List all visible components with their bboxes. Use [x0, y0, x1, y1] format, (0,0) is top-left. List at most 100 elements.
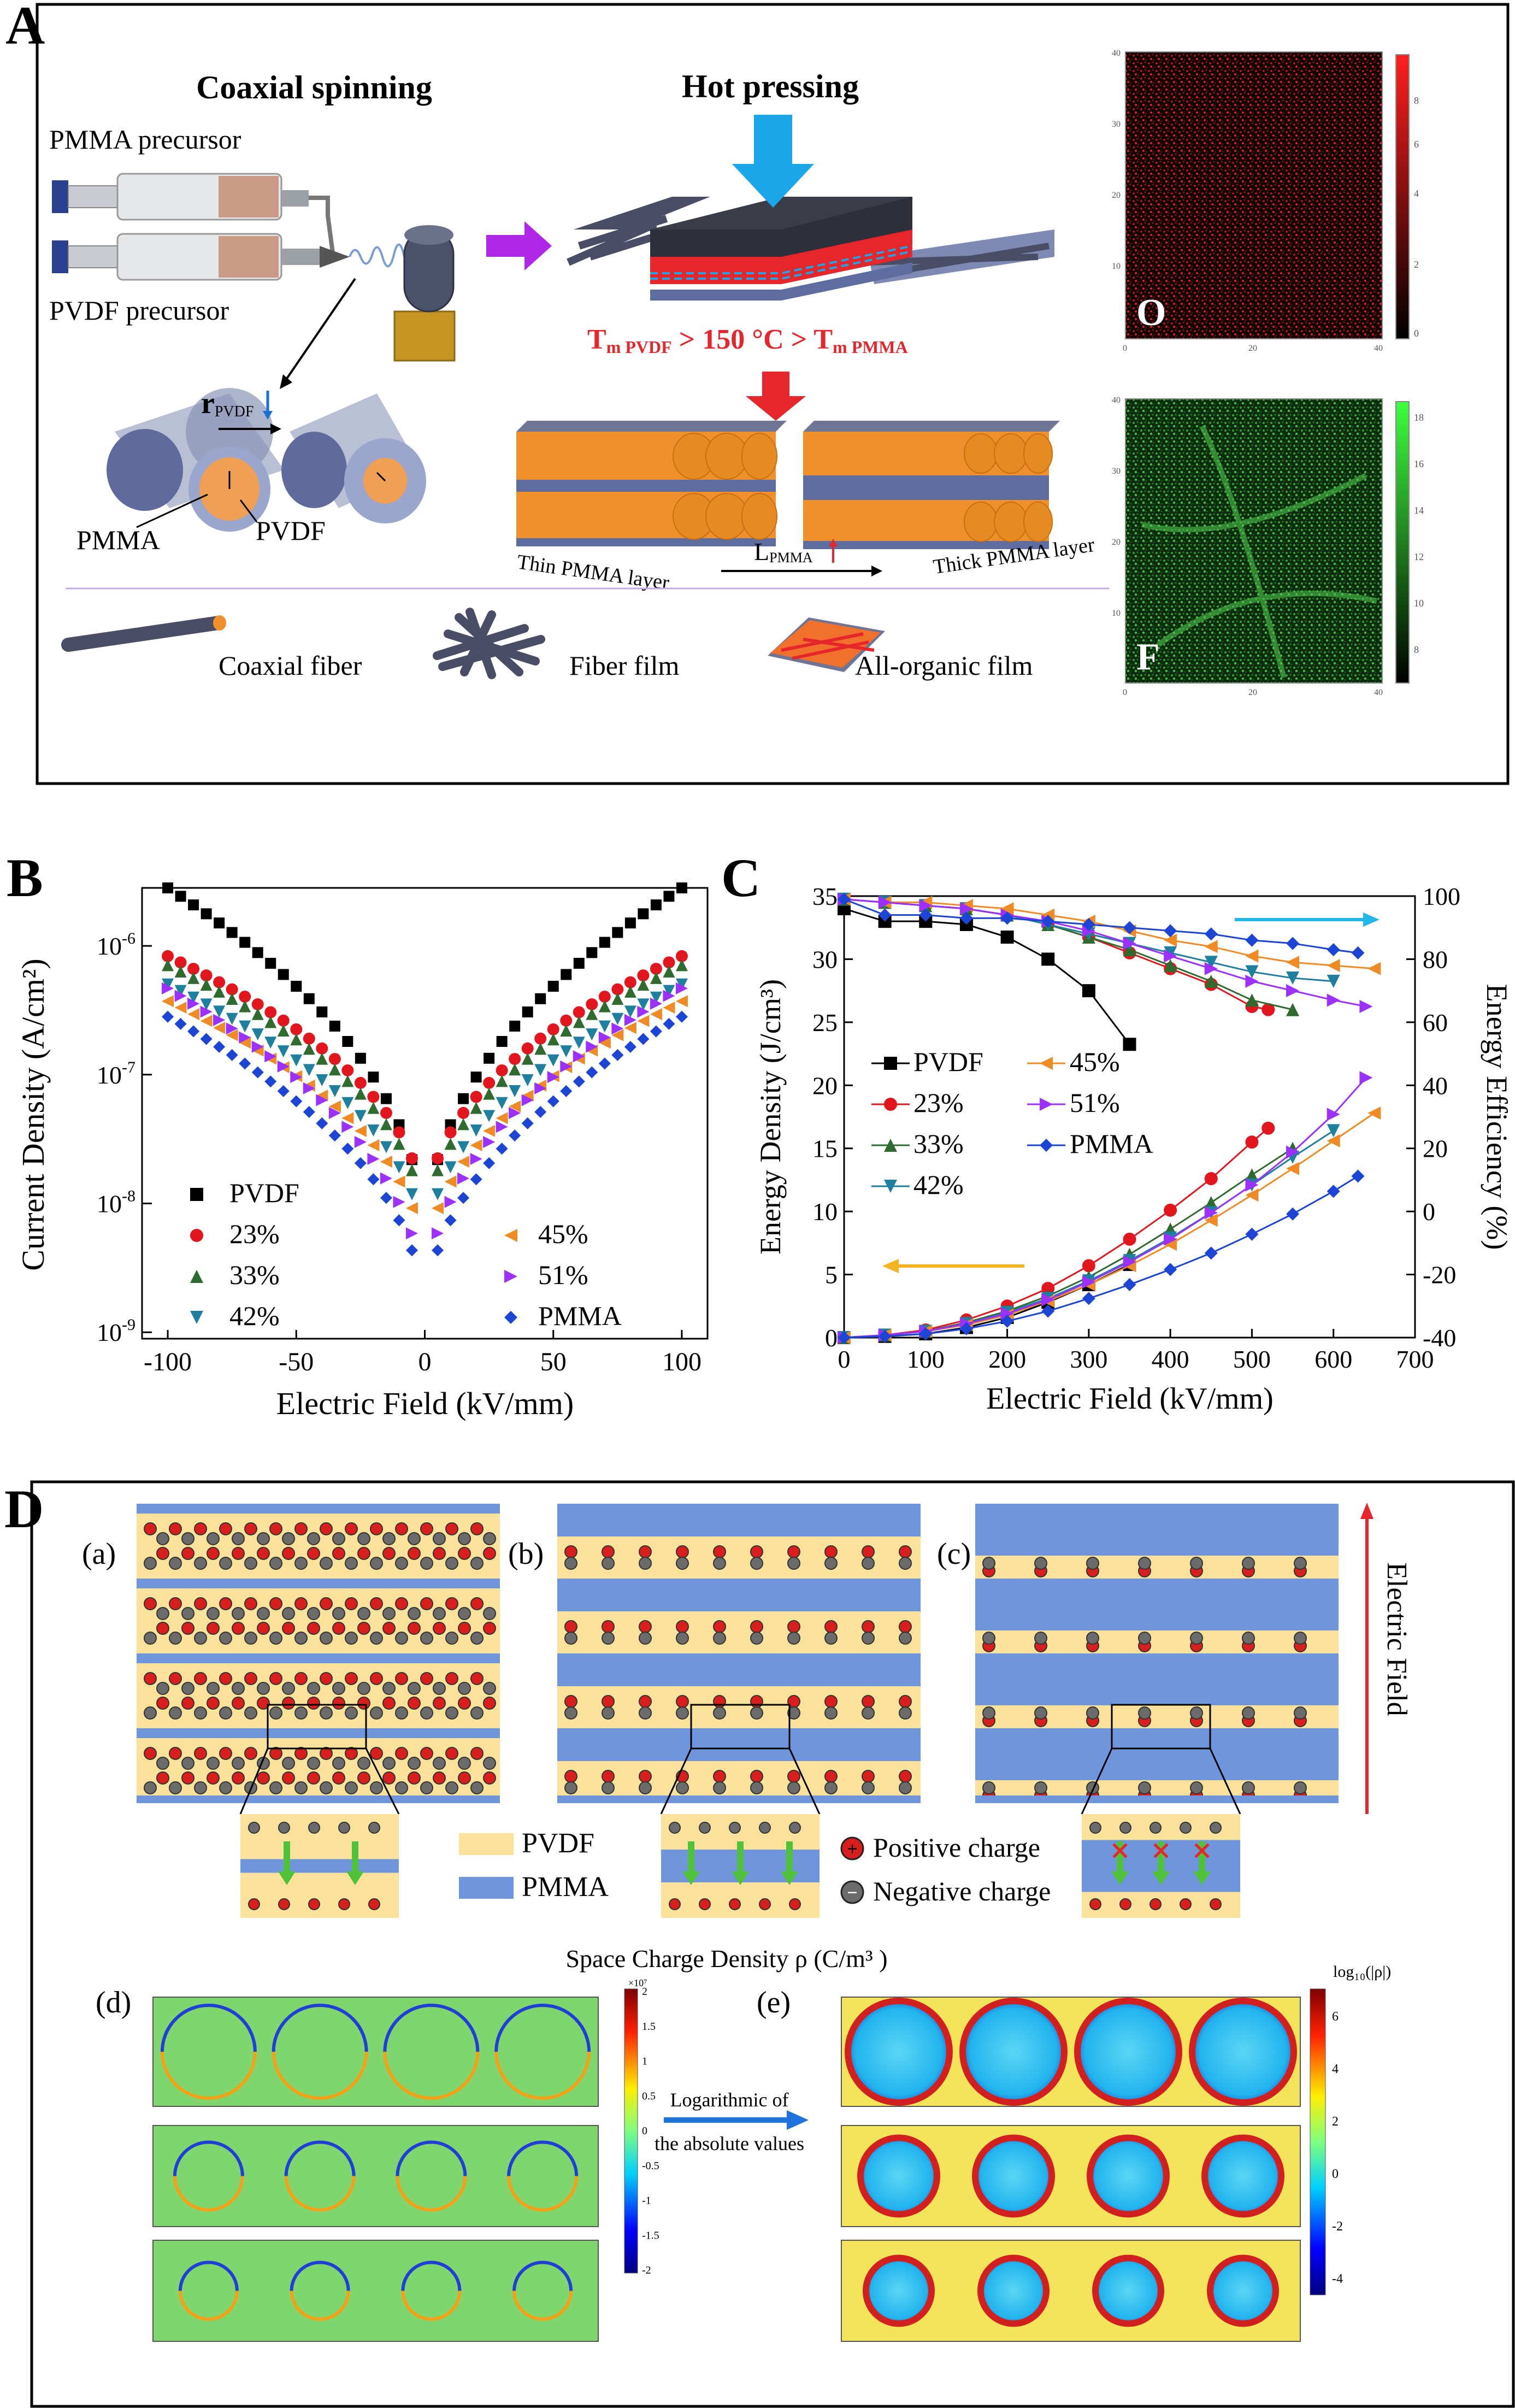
c-density-point-PMMA: [959, 1322, 973, 1335]
c-ytick-label: 0: [825, 1324, 838, 1352]
c-ytick-label: 10: [812, 1198, 838, 1226]
c-ytick-label: 25: [812, 1009, 838, 1037]
positive-charge: [357, 1547, 370, 1560]
positive-charge: [370, 1522, 383, 1535]
negative-charge: [232, 1757, 245, 1770]
c-efficiency-point-33%: [1164, 958, 1177, 972]
c-ytick-label: 35: [812, 882, 838, 910]
cbar-e-tick: -4: [1332, 2272, 1343, 2286]
panel-c-xlabel: Electric Field (kV/mm): [986, 1382, 1274, 1416]
b-point-45%: [457, 1156, 470, 1168]
map-f-x-20: 20: [1248, 688, 1257, 697]
c-efficiency-point-51%: [1359, 1000, 1373, 1013]
b-point-33%: [624, 985, 636, 998]
negative-charge: [824, 1557, 838, 1570]
b-point-PVDF: [484, 1052, 495, 1064]
b-xtick-label: 100: [662, 1347, 702, 1376]
green-arrow: [1152, 1841, 1170, 1885]
map-o-cbar-6: 6: [1414, 139, 1419, 150]
pmma-layer: [137, 1728, 500, 1738]
negative-charge: [244, 1557, 257, 1570]
zoom-line: [788, 1748, 821, 1815]
c-ytick-right-label: 60: [1423, 1009, 1448, 1037]
b-ytick-exp: -8: [122, 1187, 135, 1205]
positive-charge: [899, 1545, 912, 1558]
b-point-23%: [264, 1006, 277, 1018]
thin-layer-block: [516, 421, 787, 546]
b-point-33%: [521, 1052, 534, 1065]
map-f-cbar-16: 16: [1414, 458, 1424, 469]
pvdf-precursor-label: PVDF precursor: [49, 295, 229, 326]
panel-c-series: [838, 892, 1381, 1344]
b-legend-label: 42%: [229, 1300, 280, 1331]
map-o-x-0: 0: [1123, 344, 1127, 353]
c-efficiency-point-42%: [1204, 956, 1218, 969]
c-density-point-PMMA: [1041, 1304, 1055, 1318]
c-density-line-23%: [844, 1127, 1269, 1339]
c-legend-marker: [1040, 1098, 1053, 1111]
b-point-33%: [560, 1024, 573, 1037]
b-point-51%: [663, 990, 675, 1002]
negative-charge: [207, 1607, 220, 1620]
b-point-51%: [509, 1106, 521, 1119]
c-density-point-33%: [1204, 1196, 1218, 1209]
b-point-23%: [444, 1126, 457, 1139]
b-point-51%: [650, 997, 662, 1010]
b-point-51%: [432, 1227, 444, 1240]
c-efficiency-point-PMMA: [1327, 943, 1340, 957]
sim-d-ring-top: [284, 2140, 356, 2176]
layer-schematics: [137, 1504, 1339, 1803]
sim-d-ring-top: [178, 2260, 239, 2291]
sim-d-ring-bottom: [507, 2176, 579, 2212]
positive-charge: [420, 1522, 433, 1535]
b-point-PMMA: [200, 1033, 213, 1045]
b-point-33%: [277, 1024, 290, 1037]
b-point-33%: [611, 992, 624, 1005]
b-point-33%: [174, 965, 187, 978]
c-efficiency-point-PMMA: [1245, 933, 1259, 947]
c-density-point-23%: [1123, 1232, 1136, 1246]
positive-charge: [232, 1697, 245, 1710]
negative-charge: [181, 1532, 194, 1545]
electric-field-indicator: Electric Field: [1360, 1503, 1412, 1814]
c-ytick-right-label: 20: [1423, 1135, 1448, 1163]
b-point-PVDF: [599, 937, 610, 948]
negative-charge: [307, 1682, 320, 1695]
negative-charge: [320, 1706, 333, 1720]
c-legend-marker: [884, 1139, 897, 1152]
b-point-23%: [509, 1053, 521, 1065]
negative-charge: [194, 1706, 207, 1720]
green-arrow: [732, 1841, 749, 1885]
b-point-42%: [367, 1124, 380, 1137]
cbar-d-tick: 2: [642, 1986, 647, 1998]
c-ytick-right-label: 40: [1423, 1071, 1448, 1099]
b-point-23%: [162, 950, 174, 962]
c-efficiency-point-PMMA: [1286, 937, 1300, 950]
c-efficiency-point-51%: [1204, 962, 1218, 975]
negative-charge: [483, 1757, 496, 1770]
positive-charge: [332, 1622, 345, 1635]
positive-charge: [144, 1522, 157, 1535]
b-point-51%: [624, 1014, 636, 1026]
sim-d-ring-bottom: [290, 2291, 350, 2321]
sub-b-label: (b): [508, 1537, 544, 1571]
b-point-23%: [341, 1064, 354, 1076]
sim-d-ring-bottom: [284, 2176, 356, 2212]
negative-charge: [676, 1632, 689, 1645]
r-down-arrow-head: [263, 411, 273, 420]
positive-charge: [307, 1771, 320, 1785]
sim-d-ring-top: [494, 2004, 591, 2052]
positive-charge: [713, 1770, 726, 1783]
b-point-45%: [675, 995, 688, 1008]
positive-charge: [1210, 1898, 1222, 1910]
b-point-PVDF: [509, 1020, 521, 1032]
b-point-PVDF: [303, 993, 315, 1004]
negative-charge: [320, 1632, 333, 1645]
negative-charge: [750, 1781, 763, 1794]
b-point-PMMA: [663, 1017, 675, 1030]
positive-charge: [244, 1522, 257, 1535]
c-density-point-PMMA: [919, 1327, 933, 1341]
b-point-42%: [624, 1005, 636, 1018]
positive-charge: [370, 1747, 383, 1760]
b-point-23%: [496, 1064, 508, 1076]
